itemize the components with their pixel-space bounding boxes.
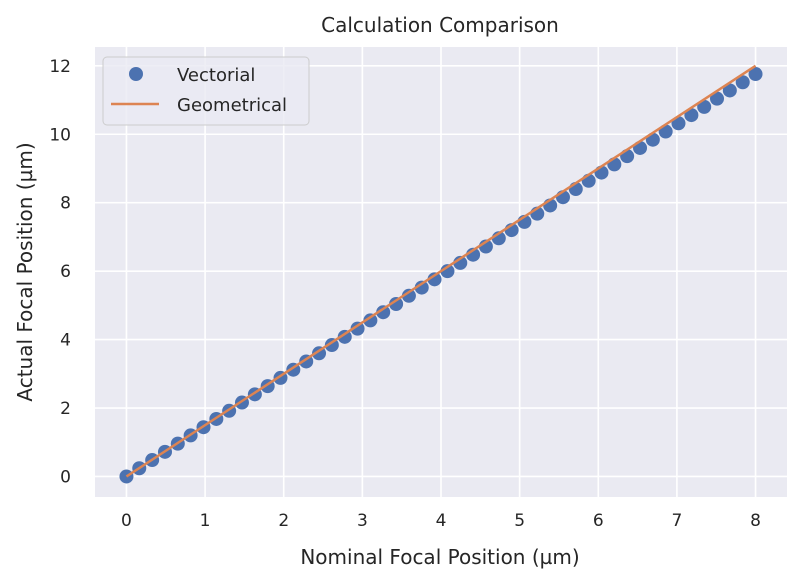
y-tick-label: 2: [60, 399, 71, 419]
x-tick-label: 1: [200, 511, 211, 531]
x-axis-label: Nominal Focal Position (µm): [300, 545, 579, 569]
legend-box: [102, 56, 310, 126]
x-tick-labels: 0 1 2 3 4 5 6 7 8: [121, 511, 761, 531]
y-tick-label: 12: [49, 57, 71, 77]
x-tick-label: 6: [593, 511, 604, 531]
data-point: [363, 313, 378, 328]
y-axis-label: Actual Focal Position (µm): [13, 142, 37, 401]
data-point: [684, 108, 699, 123]
data-point: [414, 280, 429, 295]
x-tick-label: 5: [514, 511, 525, 531]
series-layer: [119, 64, 763, 484]
x-tick-label: 4: [436, 511, 447, 531]
legend-label-geometrical: Geometrical: [177, 95, 287, 116]
x-tick-label: 8: [750, 511, 761, 531]
series-geometrical-line: [125, 64, 757, 478]
y-tick-label: 0: [60, 467, 71, 487]
y-tick-label: 8: [60, 194, 71, 214]
legend: Vectorial Geometrical: [102, 56, 310, 126]
data-point: [337, 329, 352, 344]
data-point: [350, 321, 365, 336]
data-point: [440, 264, 455, 279]
data-point: [620, 149, 635, 164]
legend-label-vectorial: Vectorial: [177, 65, 255, 86]
x-tick-label: 2: [278, 511, 289, 531]
data-point: [748, 67, 763, 82]
chart-title: Calculation Comparison: [321, 13, 559, 37]
y-tick-label: 10: [49, 125, 71, 145]
data-point: [389, 296, 404, 311]
x-tick-label: 0: [121, 511, 132, 531]
data-point: [401, 288, 416, 303]
data-point: [735, 75, 750, 90]
data-point: [710, 91, 725, 106]
data-point: [722, 83, 737, 98]
legend-marker-vectorial: [129, 67, 143, 81]
data-point: [376, 305, 391, 320]
data-point: [697, 99, 712, 114]
y-tick-label: 4: [60, 331, 71, 351]
x-tick-label: 3: [357, 511, 368, 531]
y-tick-labels: 0 2 4 6 8 10 12: [49, 57, 71, 488]
data-point: [427, 272, 442, 287]
x-tick-label: 7: [671, 511, 682, 531]
y-tick-label: 6: [60, 262, 71, 282]
